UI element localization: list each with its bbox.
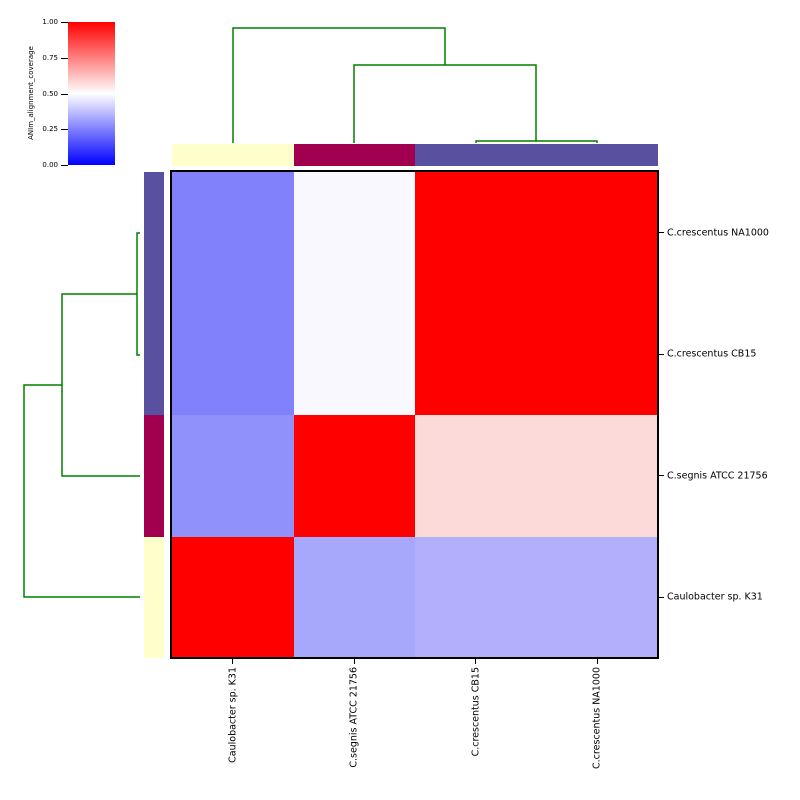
colorbar-tick-mark xyxy=(61,165,68,166)
row-label: C.crescentus NA1000 xyxy=(667,227,769,239)
left-dendrogram-link xyxy=(136,232,140,356)
row-label: C.crescentus CB15 xyxy=(667,348,757,360)
row-tick xyxy=(658,596,664,598)
col-tick xyxy=(353,658,355,664)
strip-segment xyxy=(144,172,164,415)
left-dendrogram-link xyxy=(23,384,140,598)
heatmap-cell xyxy=(536,293,658,415)
heatmap-cell xyxy=(536,536,658,658)
colorbar-tick-mark xyxy=(61,93,68,95)
row-tick xyxy=(658,353,664,355)
col-tick xyxy=(596,658,598,664)
colorbar-gradient xyxy=(68,22,115,165)
col-tick xyxy=(475,658,477,664)
strip-segment xyxy=(172,144,294,166)
heatmap-cell xyxy=(293,172,415,294)
heatmap-cell xyxy=(415,172,537,294)
row-color-strip xyxy=(144,172,164,658)
colorbar-tick-mark xyxy=(61,22,68,23)
heatmap-cell xyxy=(172,172,294,294)
colorbar-tick-label: 0.75 xyxy=(42,53,58,62)
top-dendrogram-link xyxy=(232,27,446,143)
colorbar-tick-label: 0.00 xyxy=(42,161,58,169)
strip-segment xyxy=(293,144,415,166)
top-dendrogram-link xyxy=(353,64,537,143)
heatmap-cell xyxy=(172,293,294,415)
row-tick xyxy=(658,475,664,477)
colorbar-tick-label: 0.50 xyxy=(42,89,58,98)
col-label: C.segnis ATCC 21756 xyxy=(348,667,360,768)
col-label: C.crescentus NA1000 xyxy=(591,667,603,769)
heatmap-cell xyxy=(293,293,415,415)
strip-segment xyxy=(144,536,164,658)
row-tick xyxy=(658,232,664,234)
col-label: Caulobacter sp. K31 xyxy=(227,667,239,763)
col-label: C.crescentus CB15 xyxy=(470,667,482,757)
col-tick xyxy=(232,658,234,664)
colorbar-tick-label: 0.25 xyxy=(42,125,58,134)
strip-segment xyxy=(415,144,658,166)
heatmap xyxy=(172,172,658,658)
heatmap-cell xyxy=(536,172,658,294)
colorbar-tick-mark xyxy=(61,129,68,131)
top-dendrogram-link xyxy=(475,140,598,143)
colorbar-tick-label: 1.00 xyxy=(42,18,58,26)
row-label: Caulobacter sp. K31 xyxy=(667,591,763,603)
heatmap-cell xyxy=(293,415,415,537)
row-label: C.segnis ATCC 21756 xyxy=(667,470,768,482)
heatmap-cell xyxy=(415,536,537,658)
left-dendrogram-link xyxy=(61,293,140,477)
strip-segment xyxy=(144,415,164,537)
heatmap-cell xyxy=(415,415,537,537)
heatmap-cell xyxy=(293,536,415,658)
column-color-strip xyxy=(172,144,658,166)
heatmap-cell xyxy=(172,415,294,537)
colorbar-tick-mark xyxy=(61,57,68,59)
heatmap-cell xyxy=(536,415,658,537)
heatmap-cell xyxy=(415,293,537,415)
heatmap-cell xyxy=(172,536,294,658)
